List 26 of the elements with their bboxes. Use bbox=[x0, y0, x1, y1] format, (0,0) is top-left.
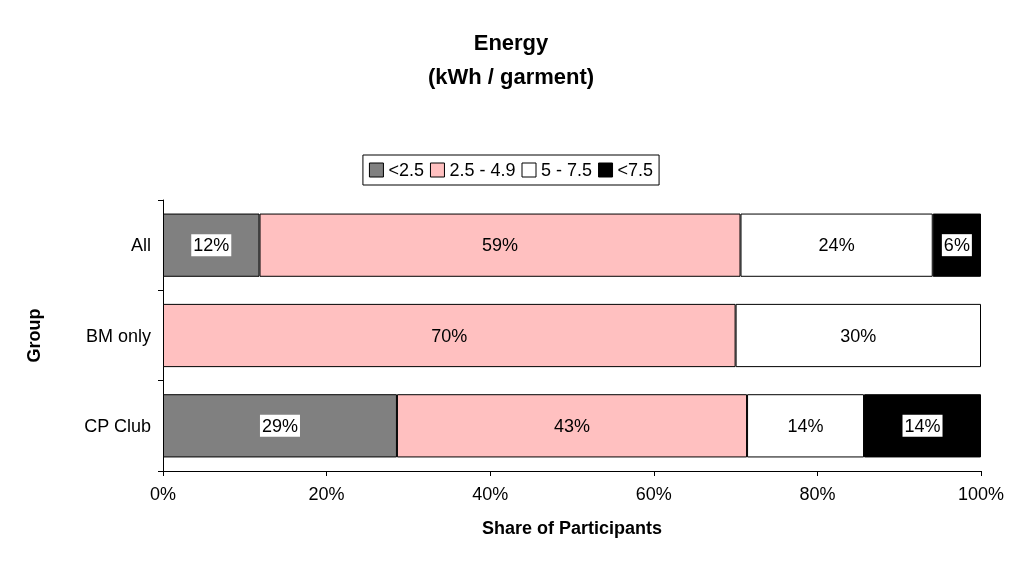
x-tick-label: 0% bbox=[149, 484, 177, 504]
y-tick-label: CP Club bbox=[84, 415, 151, 436]
data-label: 14% bbox=[904, 415, 941, 436]
legend-label: <2.5 bbox=[388, 160, 424, 180]
data-label: 59% bbox=[482, 235, 519, 256]
data-label: 24% bbox=[818, 235, 855, 256]
legend-label: 5 - 7.5 bbox=[541, 160, 593, 180]
chart-title: Energy (kWh / garment) bbox=[427, 29, 595, 89]
x-tick-label: 100% bbox=[957, 484, 1005, 504]
data-label: 14% bbox=[787, 415, 824, 436]
x-tick-label: 60% bbox=[635, 484, 672, 504]
x-tick-label: 80% bbox=[799, 484, 836, 504]
legend-label: <7.5 bbox=[617, 160, 654, 180]
y-tick-label: All bbox=[130, 235, 151, 256]
x-tick-label: 20% bbox=[308, 484, 345, 504]
x-axis-title: Share of Participants bbox=[481, 518, 663, 538]
data-label: 12% bbox=[193, 235, 230, 256]
y-axis-title: Group bbox=[24, 308, 44, 363]
legend-label: 2.5 - 4.9 bbox=[449, 160, 516, 180]
data-label: 29% bbox=[261, 415, 298, 436]
x-tick-label: 40% bbox=[472, 484, 509, 504]
data-label: 43% bbox=[553, 415, 591, 436]
data-label: 70% bbox=[431, 325, 468, 346]
y-tick-label: BM only bbox=[85, 325, 151, 346]
data-label: 30% bbox=[840, 325, 877, 346]
data-label: 6% bbox=[943, 235, 970, 256]
